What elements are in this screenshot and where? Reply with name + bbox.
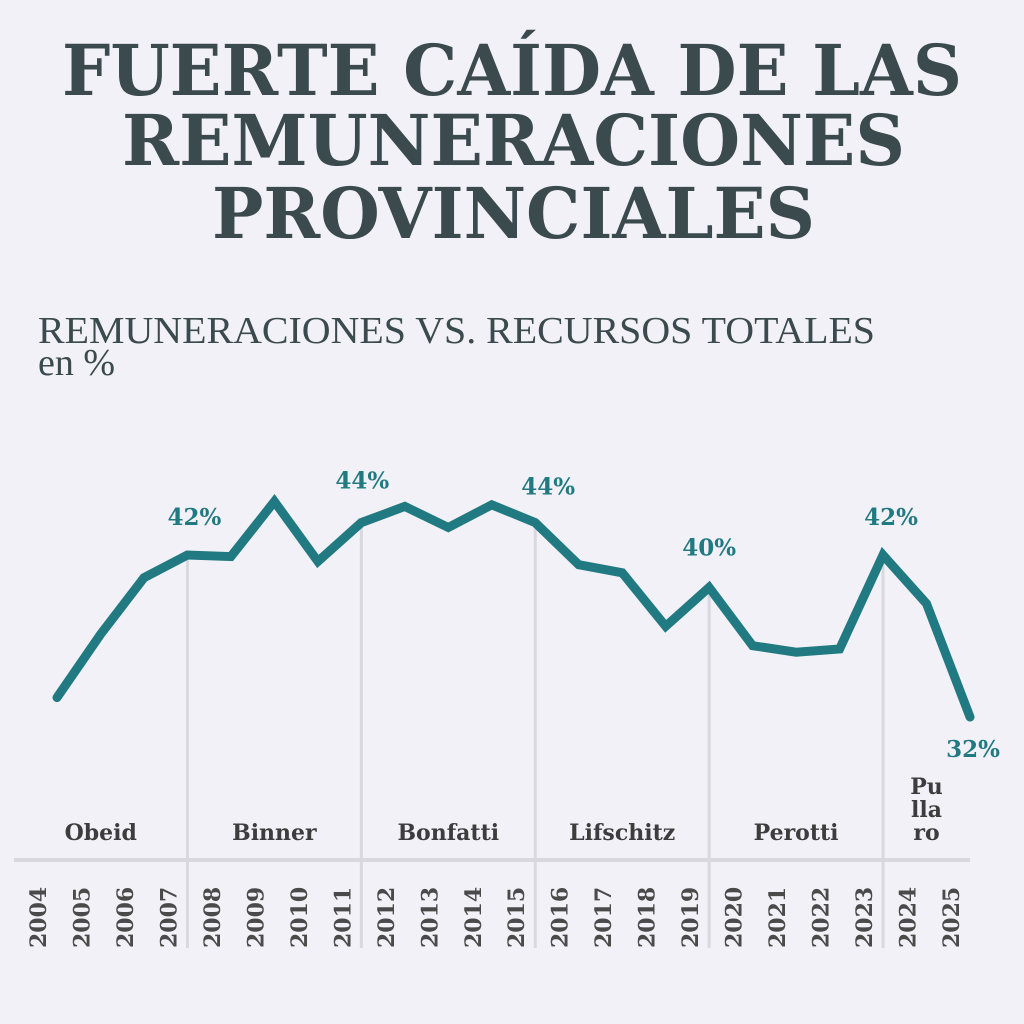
term-label-pullaro-part-2: lla — [911, 797, 942, 823]
x-tick-label: 2012 — [374, 887, 400, 948]
subtitle-line-1: REMUNERACIONES VS. RECURSOS TOTALES — [38, 310, 875, 352]
page-title: FUERTE CAÍDA DE LAS REMUNERACIONES PROVI… — [62, 29, 962, 255]
x-tick-label: 2020 — [722, 887, 748, 948]
term-label-obeid: Obeid — [65, 820, 137, 846]
data-label-2015: 44% — [521, 474, 575, 501]
x-tick-label: 2024 — [896, 887, 922, 948]
x-tick-label: 2019 — [678, 887, 704, 948]
term-label-pullaro-part-3: ro — [913, 820, 939, 846]
subtitle-unit: en % — [38, 342, 115, 384]
x-tick-label: 2004 — [26, 887, 52, 948]
value-labels: 42% 44% 44% 40% 42% 32% — [167, 468, 1000, 763]
x-tick-label: 2014 — [461, 887, 487, 948]
series-line — [52, 494, 975, 722]
x-tick-label: 2021 — [765, 887, 791, 948]
title-line-2: REMUNERACIONES — [122, 99, 905, 182]
x-tick-label: 2017 — [591, 887, 617, 948]
data-label-2025: 32% — [946, 736, 1000, 763]
term-label-lifschitz: Lifschitz — [569, 820, 675, 846]
x-tick-label: 2009 — [243, 887, 269, 948]
x-tick-label: 2022 — [809, 887, 835, 948]
x-tick-label: 2018 — [635, 887, 661, 948]
title-line-3: PROVINCIALES — [212, 172, 815, 255]
x-tick-label: 2007 — [156, 887, 182, 948]
x-tick-label: 2011 — [330, 887, 356, 948]
term-labels: Obeid Binner Bonfatti Lifschitz Perotti Pulla… — [65, 774, 943, 846]
series-group — [52, 494, 975, 722]
x-tick-label: 2005 — [69, 887, 95, 948]
data-label-2007: 42% — [167, 504, 221, 531]
x-tick-label: 2015 — [504, 887, 530, 948]
term-label-pullaro-part-1: Pu — [910, 774, 943, 800]
term-label-binner: Binner — [232, 820, 317, 846]
x-tick-label: 2006 — [113, 887, 139, 948]
chart-subtitle: REMUNERACIONES VS. RECURSOS TOTALES en % — [38, 310, 875, 384]
x-tick-label: 2023 — [852, 887, 878, 948]
x-tick-label: 2016 — [548, 887, 574, 948]
data-label-2019: 40% — [682, 534, 736, 561]
term-dividers — [185, 522, 885, 948]
title-line-1: FUERTE CAÍDA DE LAS — [62, 29, 962, 112]
data-label-2011: 44% — [335, 468, 389, 495]
x-tick-label: 2025 — [939, 887, 965, 948]
term-label-perotti: Perotti — [754, 820, 839, 846]
data-label-2023: 42% — [864, 504, 918, 531]
x-tick-label: 2013 — [417, 887, 443, 948]
x-tick-label: 2008 — [200, 887, 226, 948]
term-label-bonfatti: Bonfatti — [397, 820, 499, 846]
year-labels: 2004 2005 2006 2007 2008 2009 2010 2011 2012 2013… — [26, 887, 965, 948]
x-tick-label: 2010 — [287, 887, 313, 948]
